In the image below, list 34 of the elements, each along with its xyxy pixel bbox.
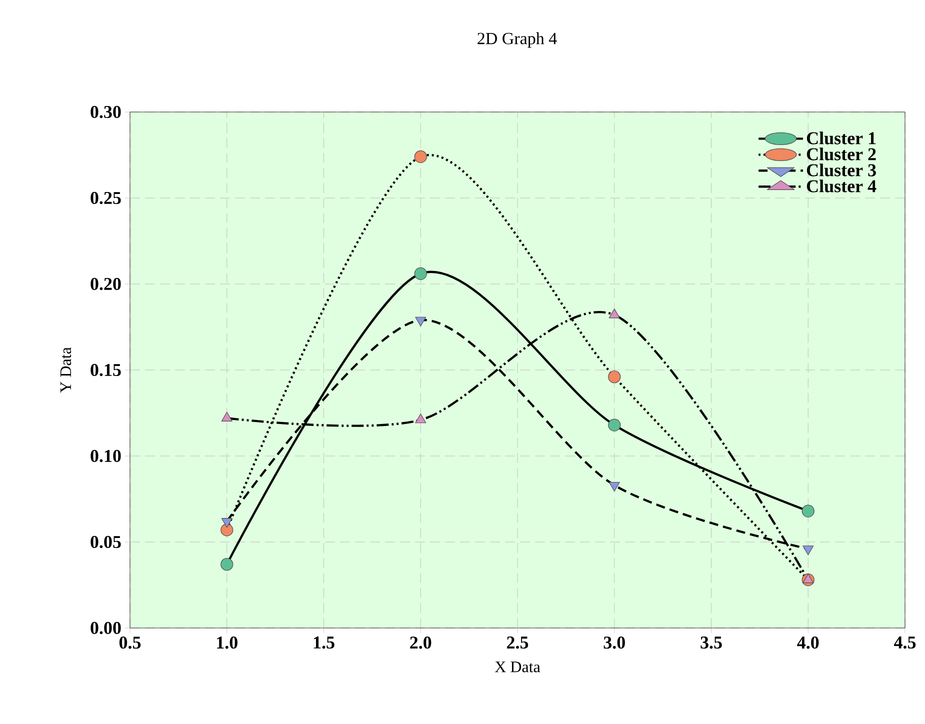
x-tick-label: 0.5 [119, 636, 141, 649]
x-tick-label: 1.5 [314, 636, 334, 649]
x-axis-title: X Data [494, 662, 540, 672]
y-axis-title: Y Data [60, 347, 72, 393]
y-tick-label: 0.10 [90, 450, 121, 462]
y-tick-label: 0.20 [90, 278, 121, 290]
chart-title: 2D Graph 4 [478, 32, 557, 48]
y-tick-label: 0.15 [90, 364, 121, 376]
y-tick-label: 0.05 [90, 536, 121, 548]
x-tick-label: 4.0 [797, 636, 819, 649]
point [608, 418, 621, 432]
legend-label: Cluster 1 [806, 132, 876, 144]
point [220, 524, 234, 536]
point [221, 412, 232, 422]
y-tick-label: 0.30 [90, 106, 121, 118]
legend-label: Cluster 4 [806, 180, 876, 192]
x-tick-label: 3.5 [700, 636, 722, 649]
x-tick-label: 4.5 [894, 636, 916, 649]
x-tick-label: 2.0 [410, 636, 432, 649]
y-tick-label: 0.25 [90, 192, 121, 204]
point [608, 308, 620, 318]
x-tick-label: 2.5 [507, 636, 528, 649]
point [414, 150, 427, 164]
point [414, 267, 427, 280]
legend-label: Cluster 3 [806, 164, 876, 176]
legend-label: Cluster 2 [806, 148, 876, 160]
point [802, 574, 814, 584]
point [220, 558, 234, 571]
point [802, 504, 814, 518]
point [415, 414, 426, 424]
y-tick-label: 0.00 [90, 622, 121, 634]
x-tick-label: 3.0 [604, 636, 625, 649]
point [608, 370, 621, 384]
x-tick-label: 1.0 [217, 636, 238, 649]
